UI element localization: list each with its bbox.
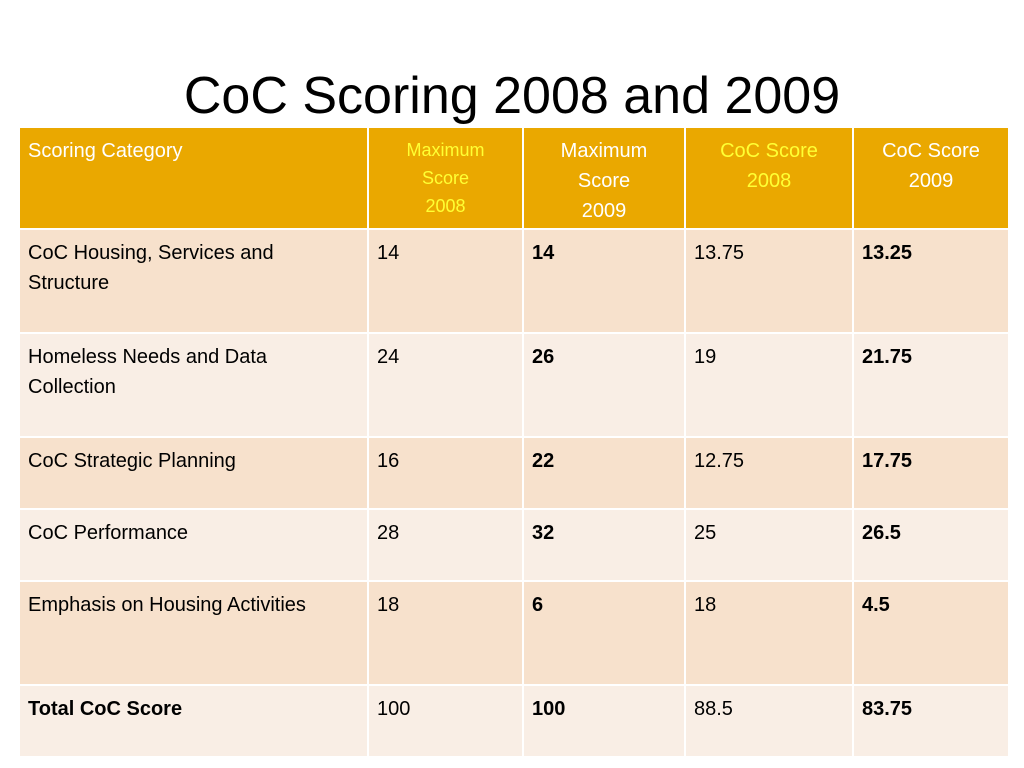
cell-score-2008: 13.75 [684,228,854,334]
cell-max-2008: 16 [367,436,524,510]
category-line1: CoC Performance [28,522,189,544]
header-max-2008-line1: Maximum [406,140,485,160]
cell-max-2008: 24 [367,332,524,438]
cell-category: Emphasis on Housing Activities [18,580,369,686]
cell-score-2008: 12.75 [684,436,854,510]
header-coc-score-2008: CoC Score 2008 [684,126,854,230]
header-score-2008-line1: CoC Score [720,140,818,162]
cell-max-2008: 18 [367,580,524,686]
header-score-2009-line2: 2009 [908,170,954,192]
table-row: CoC Strategic Planning 16 22 12.75 17.75 [18,436,1010,510]
cell-score-2008: 25 [684,508,854,582]
table-row: Homeless Needs and Data Collection 24 26 … [18,332,1010,438]
cell-max-2008: 100 [367,684,524,758]
header-scoring-category: Scoring Category [18,126,369,230]
header-max-2008-line3: 2008 [425,196,466,216]
cell-score-2009: 21.75 [852,332,1010,438]
cell-category: CoC Performance [18,508,369,582]
category-line2: Collection [28,376,116,398]
header-coc-score-2009: CoC Score 2009 [852,126,1010,230]
cell-max-2009: 100 [522,684,686,758]
cell-max-2009: 32 [522,508,686,582]
cell-max-2009: 22 [522,436,686,510]
table-row: Total CoC Score 100 100 88.5 83.75 [18,684,1010,758]
cell-max-2008: 28 [367,508,524,582]
header-max-2009-line3: 2009 [581,200,627,222]
cell-category: CoC Housing, Services and Structure [18,228,369,334]
cell-score-2009: 17.75 [852,436,1010,510]
slide-title: CoC Scoring 2008 and 2009 [183,67,841,125]
cell-score-2009: 13.25 [852,228,1010,334]
cell-category: Homeless Needs and Data Collection [18,332,369,438]
header-max-score-2009: Maximum Score 2009 [522,126,686,230]
cell-max-2008: 14 [367,228,524,334]
table-header-row: Scoring Category Maximum Score 2008 Maxi… [18,126,1010,230]
header-scoring-category-label: Scoring Category [28,140,183,162]
table-row: CoC Housing, Services and Structure 14 14… [18,228,1010,334]
category-line1: CoC Housing, Services and [28,242,274,264]
cell-category: Total CoC Score [18,684,369,758]
cell-score-2008: 18 [684,580,854,686]
cell-score-2009: 83.75 [852,684,1010,758]
cell-score-2009: 26.5 [852,508,1010,582]
category-line1: Emphasis on Housing Activities [28,594,306,616]
category-line1: CoC Strategic Planning [28,450,236,472]
scoring-table: Scoring Category Maximum Score 2008 Maxi… [18,126,1010,758]
header-score-2009-line1: CoC Score [882,140,980,162]
cell-max-2009: 14 [522,228,686,334]
table-row: Emphasis on Housing Activities 18 6 18 4… [18,580,1010,686]
cell-score-2008: 88.5 [684,684,854,758]
header-max-2009-line2: Score [577,170,631,192]
category-line1: Total CoC Score [28,698,183,720]
header-score-2008-line2: 2008 [746,170,792,192]
cell-category: CoC Strategic Planning [18,436,369,510]
cell-score-2008: 19 [684,332,854,438]
header-max-2009-line1: Maximum [560,140,648,162]
cell-max-2009: 26 [522,332,686,438]
category-line2: Structure [28,272,110,294]
cell-score-2009: 4.5 [852,580,1010,686]
header-max-score-2008: Maximum Score 2008 [367,126,524,230]
table-row: CoC Performance 28 32 25 26.5 [18,508,1010,582]
cell-max-2009: 6 [522,580,686,686]
header-max-2008-line2: Score [421,168,470,188]
category-line1: Homeless Needs and Data [28,346,268,368]
